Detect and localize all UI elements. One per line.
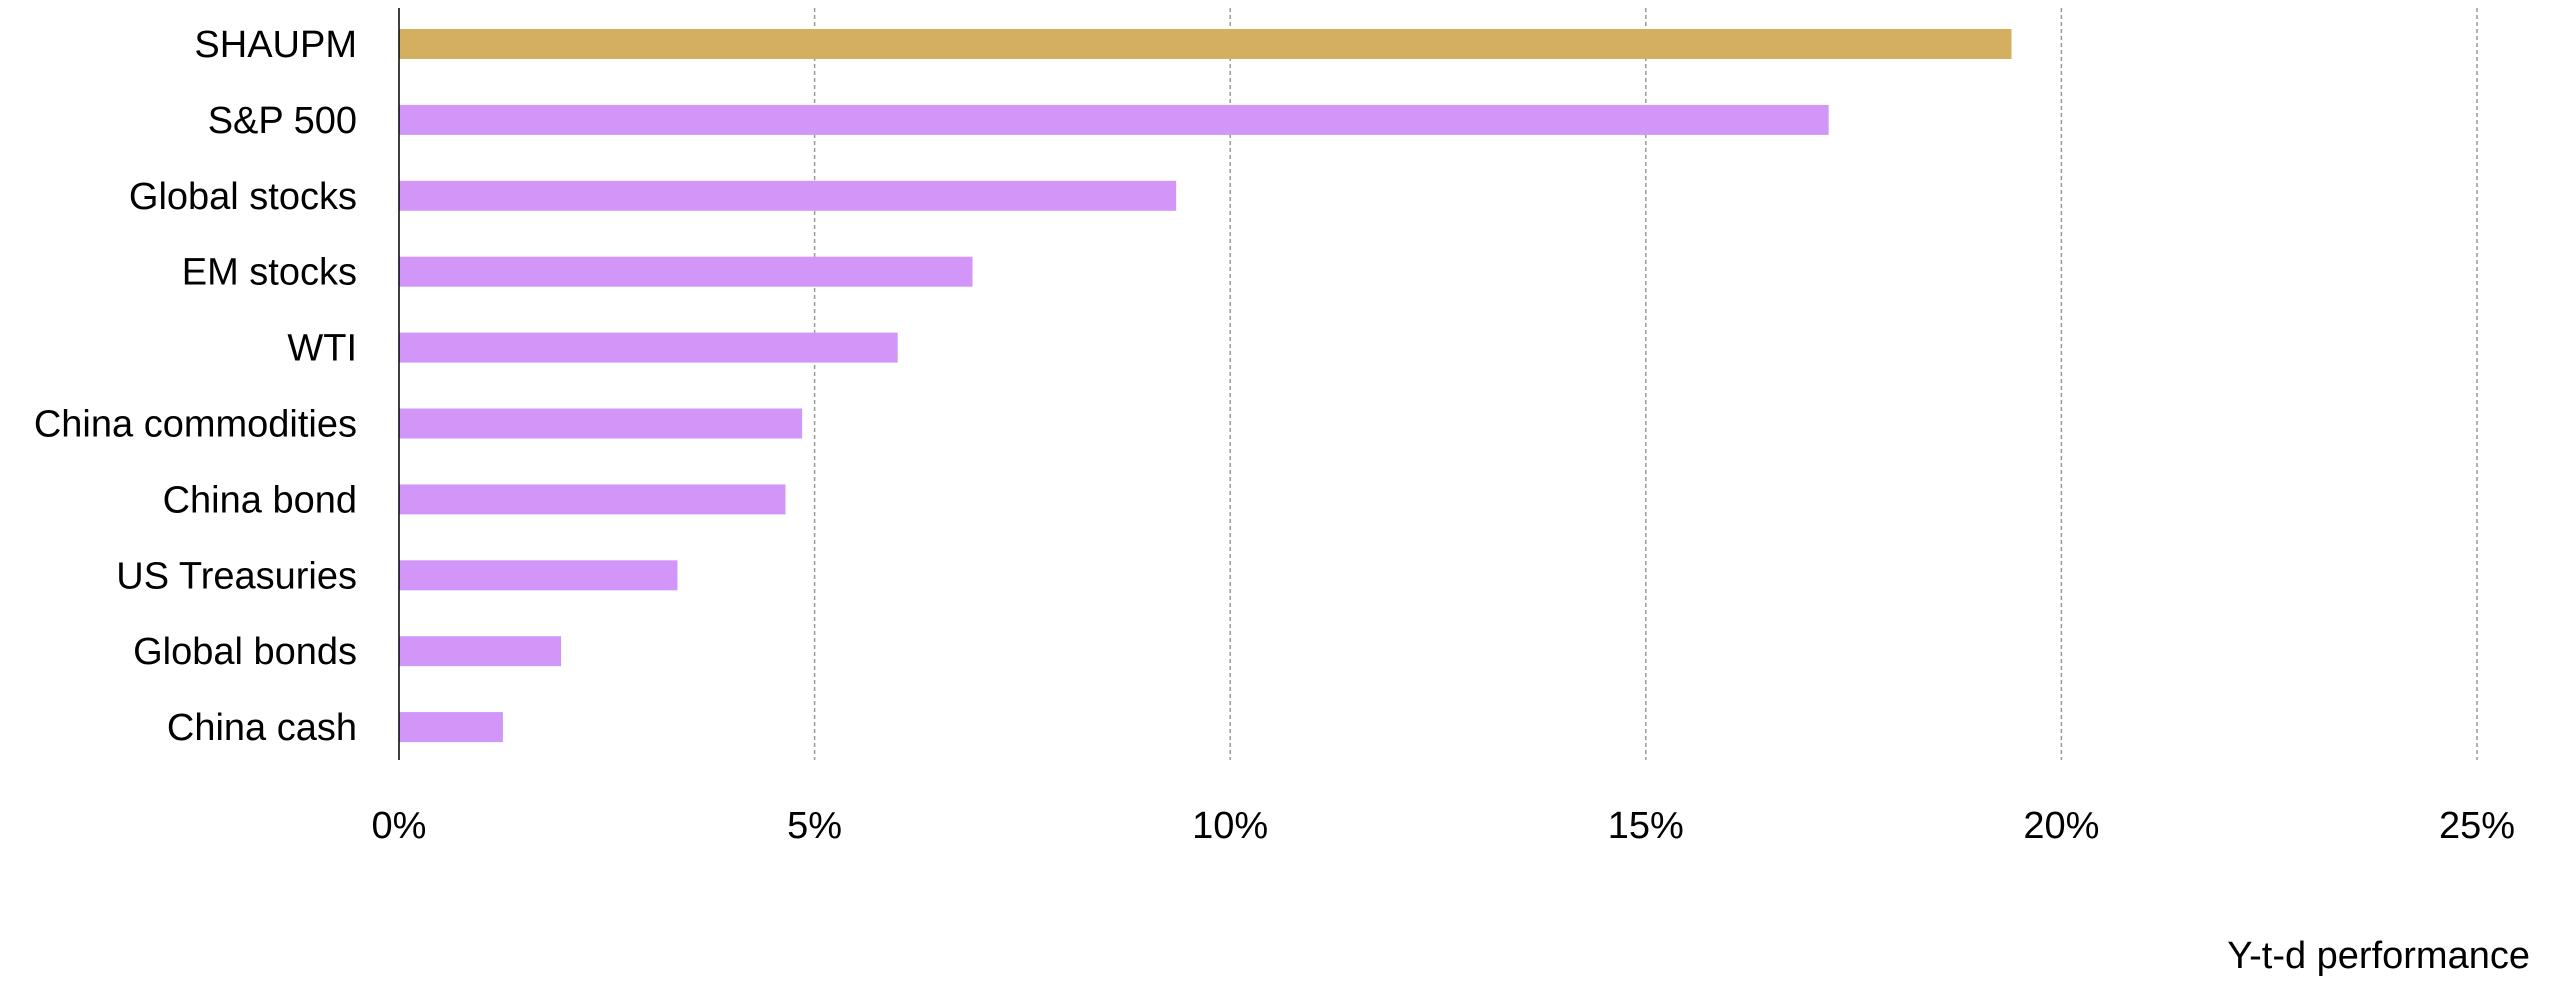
category-label: S&P 500 (208, 100, 357, 142)
bar (399, 560, 678, 591)
x-tick-label: 10% (1192, 805, 1268, 847)
category-label: US Treasuries (116, 555, 357, 597)
category-label: WTI (287, 328, 357, 370)
bar (399, 712, 503, 743)
category-label: Global stocks (129, 176, 357, 218)
category-label: China cash (167, 707, 357, 749)
category-label: China bond (163, 479, 357, 521)
category-label: Global bonds (133, 631, 357, 673)
bar (399, 256, 973, 287)
bar (399, 408, 803, 439)
x-tick-label: 15% (1608, 805, 1684, 847)
bar (399, 484, 786, 515)
x-tick-label: 0% (372, 805, 427, 847)
bar (399, 29, 2012, 59)
bar (399, 332, 898, 363)
category-label: China commodities (34, 404, 357, 446)
x-axis-title: Y-t-d performance (2227, 935, 2530, 977)
bar (399, 104, 1829, 135)
category-label: EM stocks (182, 252, 357, 294)
category-label: SHAUPM (194, 24, 357, 66)
bars (399, 29, 2012, 743)
bar (399, 180, 1177, 211)
x-tick-label: 25% (2439, 805, 2515, 847)
category-labels: SHAUPM S&P 500 Global stocks EM stocks WTI Ch… (34, 24, 357, 749)
x-tick-labels: 0% 5% 10% 15% 20% 25% (372, 805, 2515, 847)
x-tick-label: 5% (787, 805, 842, 847)
x-tick-label: 20% (2023, 805, 2099, 847)
gridlines (813, 8, 2478, 760)
bar (399, 636, 562, 667)
